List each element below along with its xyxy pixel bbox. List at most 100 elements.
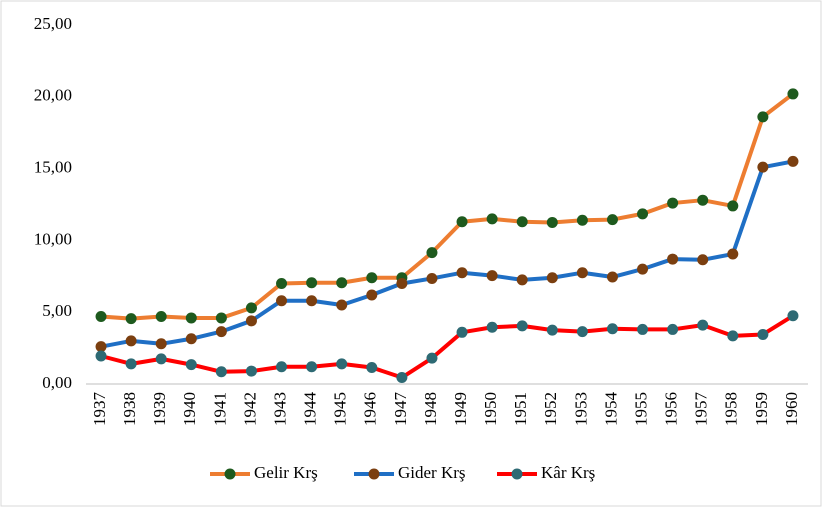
data-point (276, 361, 288, 373)
legend-label: Kâr Krş (541, 463, 595, 482)
data-point (576, 267, 588, 279)
data-point (276, 277, 288, 289)
data-point (757, 161, 769, 173)
data-point (245, 365, 257, 377)
data-point (426, 247, 438, 259)
x-tick-label: 1949 (451, 392, 470, 426)
data-point (637, 263, 649, 275)
data-point (155, 353, 167, 365)
data-point (125, 335, 137, 347)
data-point (215, 326, 227, 338)
data-point (215, 366, 227, 378)
y-tick-label: 0,00 (42, 373, 72, 392)
x-tick-label: 1950 (481, 392, 500, 426)
data-point (95, 311, 107, 323)
legend-marker (224, 468, 236, 480)
x-tick-label: 1951 (511, 392, 530, 426)
x-tick-label: 1947 (391, 392, 410, 427)
data-point (276, 295, 288, 307)
x-tick-label: 1952 (541, 392, 560, 426)
x-tick-label: 1937 (90, 392, 109, 427)
data-point (516, 274, 528, 286)
data-point (546, 216, 558, 228)
data-point (576, 326, 588, 338)
data-point (606, 323, 618, 335)
x-tick-label: 1938 (120, 392, 139, 426)
x-tick-label: 1941 (210, 392, 229, 426)
data-point (95, 341, 107, 353)
data-point (727, 330, 739, 342)
data-point (155, 311, 167, 323)
x-tick-label: 1943 (270, 392, 289, 426)
x-tick-label: 1942 (240, 392, 259, 426)
legend-label: Gelir Krş (254, 463, 318, 482)
data-point (245, 315, 257, 327)
data-point (185, 333, 197, 345)
data-point (396, 372, 408, 384)
data-point (366, 272, 378, 284)
data-point (727, 200, 739, 212)
data-point (426, 272, 438, 284)
data-point (185, 312, 197, 324)
data-point (306, 295, 318, 307)
data-point (667, 197, 679, 209)
legend-marker (511, 468, 523, 480)
data-point (125, 358, 137, 370)
data-point (306, 277, 318, 289)
x-tick-label: 1939 (150, 392, 169, 426)
x-tick-label: 1953 (571, 392, 590, 426)
data-point (336, 299, 348, 311)
data-point (215, 312, 227, 324)
data-point (697, 319, 709, 331)
data-point (426, 352, 438, 364)
data-point (546, 272, 558, 284)
x-tick-label: 1959 (752, 392, 771, 426)
data-point (185, 359, 197, 371)
data-point (637, 323, 649, 335)
data-point (486, 270, 498, 282)
data-point (606, 214, 618, 226)
data-point (245, 302, 257, 314)
data-point (606, 271, 618, 283)
data-point (95, 350, 107, 362)
x-tick-label: 1954 (601, 392, 620, 427)
data-point (667, 323, 679, 335)
x-tick-label: 1956 (662, 392, 681, 426)
y-tick-label: 10,00 (34, 229, 72, 248)
data-point (697, 254, 709, 266)
data-point (366, 361, 378, 373)
data-point (336, 358, 348, 370)
x-tick-label: 1948 (421, 392, 440, 426)
data-point (155, 338, 167, 350)
data-point (787, 155, 799, 167)
data-point (486, 213, 498, 225)
x-tick-label: 1946 (361, 392, 380, 426)
x-tick-label: 1960 (782, 392, 801, 426)
legend-label: Gider Krş (398, 463, 466, 482)
data-point (486, 321, 498, 333)
x-tick-label: 1944 (301, 392, 320, 427)
data-point (456, 267, 468, 279)
data-point (456, 326, 468, 338)
data-point (727, 248, 739, 260)
x-tick-label: 1958 (722, 392, 741, 426)
legend-marker (368, 468, 380, 480)
data-point (366, 289, 378, 301)
y-tick-label: 5,00 (42, 301, 72, 320)
y-tick-label: 15,00 (34, 158, 72, 177)
data-point (336, 277, 348, 289)
data-point (546, 324, 558, 336)
data-point (787, 88, 799, 100)
data-point (306, 361, 318, 373)
data-point (456, 216, 468, 228)
x-tick-label: 1955 (631, 392, 650, 426)
data-point (787, 310, 799, 322)
data-point (396, 277, 408, 289)
x-tick-label: 1940 (180, 392, 199, 426)
data-point (667, 253, 679, 265)
data-point (757, 111, 769, 123)
data-point (516, 216, 528, 228)
y-tick-label: 25,00 (34, 14, 72, 33)
